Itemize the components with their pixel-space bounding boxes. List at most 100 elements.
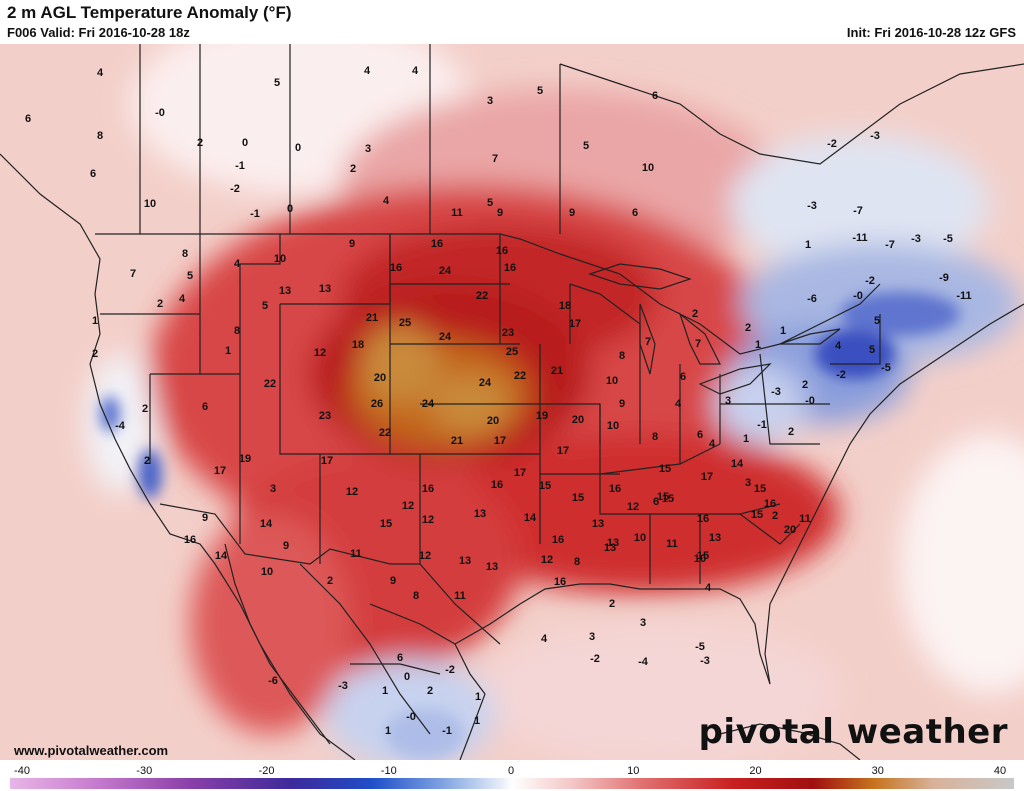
- anomaly-value-label: 22: [264, 378, 276, 390]
- anomaly-value-label: -2: [836, 369, 846, 381]
- anomaly-value-label: 11: [451, 207, 463, 219]
- anomaly-value-label: 19: [239, 453, 251, 465]
- anomaly-map: 4 6 8 6 -0 5 2 0 -1 0 -2 2 3 -1 0 10 4 4 4 3 5 5 7 5 6 10 11 9 9 6 16 1…: [0, 44, 1024, 760]
- anomaly-value-label: 21: [366, 312, 378, 324]
- anomaly-value-label: 2: [692, 308, 698, 320]
- anomaly-value-label: 12: [402, 500, 414, 512]
- anomaly-value-label: 13: [592, 518, 604, 530]
- anomaly-value-label: 9: [569, 207, 575, 219]
- anomaly-value-label: 11: [799, 513, 811, 525]
- anomaly-value-label: -11: [956, 290, 971, 302]
- anomaly-value-label: 8: [234, 325, 240, 337]
- color-bar-tick-label: 0: [508, 765, 514, 777]
- anomaly-value-label: 2: [144, 455, 150, 467]
- anomaly-value-label: 8: [182, 248, 188, 260]
- anomaly-value-label: 14: [260, 518, 273, 530]
- anomaly-value-label: 20: [784, 524, 796, 536]
- anomaly-value-label: 4: [234, 258, 241, 270]
- anomaly-value-label: 15: [751, 509, 763, 521]
- anomaly-value-label: 17: [321, 455, 333, 467]
- anomaly-value-label: 10: [606, 375, 618, 387]
- anomaly-value-label: 6: [653, 496, 659, 508]
- color-bar-tick-label: -30: [136, 765, 152, 777]
- anomaly-value-label: -2: [827, 138, 837, 150]
- anomaly-value-label: 16: [504, 262, 516, 274]
- anomaly-value-label: 13: [474, 508, 486, 520]
- anomaly-value-label: 12: [419, 550, 431, 562]
- color-ramp: [10, 778, 1014, 789]
- anomaly-value-label: 17: [557, 445, 569, 457]
- anomaly-value-label: 6: [680, 371, 686, 383]
- anomaly-value-label: 15: [657, 491, 669, 503]
- anomaly-value-label: 8: [97, 130, 103, 142]
- anomaly-value-label: 14: [215, 550, 228, 562]
- anomaly-value-label: 7: [695, 338, 701, 350]
- anomaly-value-label: 15: [697, 550, 709, 562]
- anomaly-value-label: 6: [202, 401, 208, 413]
- anomaly-value-label: 2: [609, 598, 615, 610]
- color-bar-tick-label: -40: [14, 765, 30, 777]
- anomaly-value-label: 1: [382, 685, 388, 697]
- anomaly-value-label: -4: [638, 656, 649, 668]
- anomaly-value-label: 23: [319, 410, 331, 422]
- anomaly-value-label: 6: [697, 429, 703, 441]
- anomaly-value-label: 24: [439, 331, 452, 343]
- anomaly-value-label: 25: [399, 317, 411, 329]
- anomaly-value-label: 2: [802, 379, 808, 391]
- anomaly-value-label: 12: [627, 501, 639, 513]
- anomaly-value-label: 20: [572, 414, 584, 426]
- header: 2 m AGL Temperature Anomaly (°F) F006 Va…: [0, 0, 1024, 44]
- anomaly-value-label: 5: [274, 77, 280, 89]
- anomaly-value-label: -3: [338, 680, 348, 692]
- anomaly-value-label: 4: [364, 65, 371, 77]
- anomaly-value-label: 14: [524, 512, 537, 524]
- anomaly-value-label: 5: [487, 197, 493, 209]
- anomaly-value-label: 13: [604, 542, 616, 554]
- anomaly-value-label: 9: [283, 540, 289, 552]
- color-bar-tick-label: 40: [994, 765, 1006, 777]
- anomaly-value-label: 1: [755, 339, 761, 351]
- anomaly-value-label: 16: [552, 534, 564, 546]
- anomaly-value-label: 17: [514, 467, 526, 479]
- anomaly-value-label: -5: [695, 641, 705, 653]
- map-title: 2 m AGL Temperature Anomaly (°F): [7, 3, 292, 22]
- anomaly-value-label: 7: [130, 268, 136, 280]
- anomaly-value-label: -3: [807, 200, 817, 212]
- anomaly-value-label: 7: [492, 153, 498, 165]
- anomaly-value-label: 4: [541, 633, 548, 645]
- anomaly-value-label: 18: [559, 300, 571, 312]
- anomaly-value-label: -0: [805, 395, 815, 407]
- color-bar: -40 -30 -20 -10 0 10 20 30 40: [0, 760, 1024, 791]
- anomaly-value-label: 12: [422, 514, 434, 526]
- anomaly-value-label: 8: [619, 350, 625, 362]
- anomaly-value-label: 4: [412, 65, 419, 77]
- anomaly-value-label: 15: [659, 463, 671, 475]
- anomaly-value-label: 6: [397, 652, 403, 664]
- anomaly-value-label: 5: [262, 300, 268, 312]
- anomaly-value-label: -2: [590, 653, 600, 665]
- anomaly-value-label: 9: [349, 238, 355, 250]
- anomaly-value-label: 1: [225, 345, 231, 357]
- anomaly-value-label: 5: [537, 85, 543, 97]
- anomaly-value-label: -5: [943, 233, 953, 245]
- anomaly-value-label: -4: [115, 420, 126, 432]
- anomaly-value-label: 13: [319, 283, 331, 295]
- anomaly-value-label: 10: [694, 553, 706, 565]
- anomaly-value-label: 2: [427, 685, 433, 697]
- anomaly-value-label: 23: [502, 327, 514, 339]
- anomaly-value-label: 3: [365, 143, 371, 155]
- anomaly-value-label: 17: [494, 435, 506, 447]
- anomaly-value-label: 0: [242, 137, 248, 149]
- anomaly-value-label: 7: [645, 336, 651, 348]
- anomaly-value-label: -0: [155, 107, 165, 119]
- anomaly-value-label: 13: [607, 537, 619, 549]
- anomaly-value-label: 16: [697, 513, 709, 525]
- anomaly-value-label: -6: [268, 675, 278, 687]
- geographic-borders: [0, 44, 1024, 760]
- anomaly-value-label: 4: [179, 293, 186, 305]
- anomaly-value-label: 15: [572, 492, 584, 504]
- anomaly-value-label: 20: [374, 372, 386, 384]
- anomaly-value-label: -6: [807, 293, 817, 305]
- anomaly-value-label: 13: [279, 285, 291, 297]
- anomaly-value-label: 2: [197, 137, 203, 149]
